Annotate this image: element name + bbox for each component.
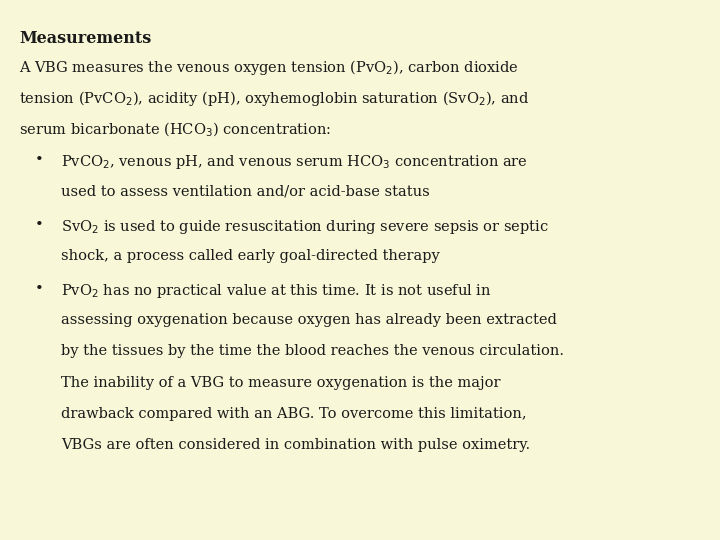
Text: SvO$_2$ is used to guide resuscitation during severe sepsis or septic: SvO$_2$ is used to guide resuscitation d…	[61, 218, 549, 235]
Text: shock, a process called early goal-directed therapy: shock, a process called early goal-direc…	[61, 249, 440, 263]
Text: drawback compared with an ABG. To overcome this limitation,: drawback compared with an ABG. To overco…	[61, 407, 527, 421]
Text: PvO$_2$ has no practical value at this time. It is not useful in: PvO$_2$ has no practical value at this t…	[61, 282, 492, 300]
Text: PvCO$_2$, venous pH, and venous serum HCO$_3$ concentration are: PvCO$_2$, venous pH, and venous serum HC…	[61, 153, 528, 171]
Text: serum bicarbonate (HCO$_3$) concentration:: serum bicarbonate (HCO$_3$) concentratio…	[19, 120, 331, 139]
Text: tension (PvCO$_2$), acidity (pH), oxyhemoglobin saturation (SvO$_2$), and: tension (PvCO$_2$), acidity (pH), oxyhem…	[19, 89, 530, 108]
Text: VBGs are often considered in combination with pulse oximetry.: VBGs are often considered in combination…	[61, 438, 531, 453]
Text: used to assess ventilation and/or acid-base status: used to assess ventilation and/or acid-b…	[61, 185, 430, 199]
Text: •: •	[35, 153, 43, 167]
Text: •: •	[35, 282, 43, 296]
Text: •: •	[35, 218, 43, 232]
Text: by the tissues by the time the blood reaches the venous circulation.: by the tissues by the time the blood rea…	[61, 345, 564, 359]
Text: The inability of a VBG to measure oxygenation is the major: The inability of a VBG to measure oxygen…	[61, 376, 500, 390]
Text: Measurements: Measurements	[19, 30, 152, 46]
Text: assessing oxygenation because oxygen has already been extracted: assessing oxygenation because oxygen has…	[61, 313, 557, 327]
Text: A VBG measures the venous oxygen tension (PvO$_2$), carbon dioxide: A VBG measures the venous oxygen tension…	[19, 58, 519, 77]
